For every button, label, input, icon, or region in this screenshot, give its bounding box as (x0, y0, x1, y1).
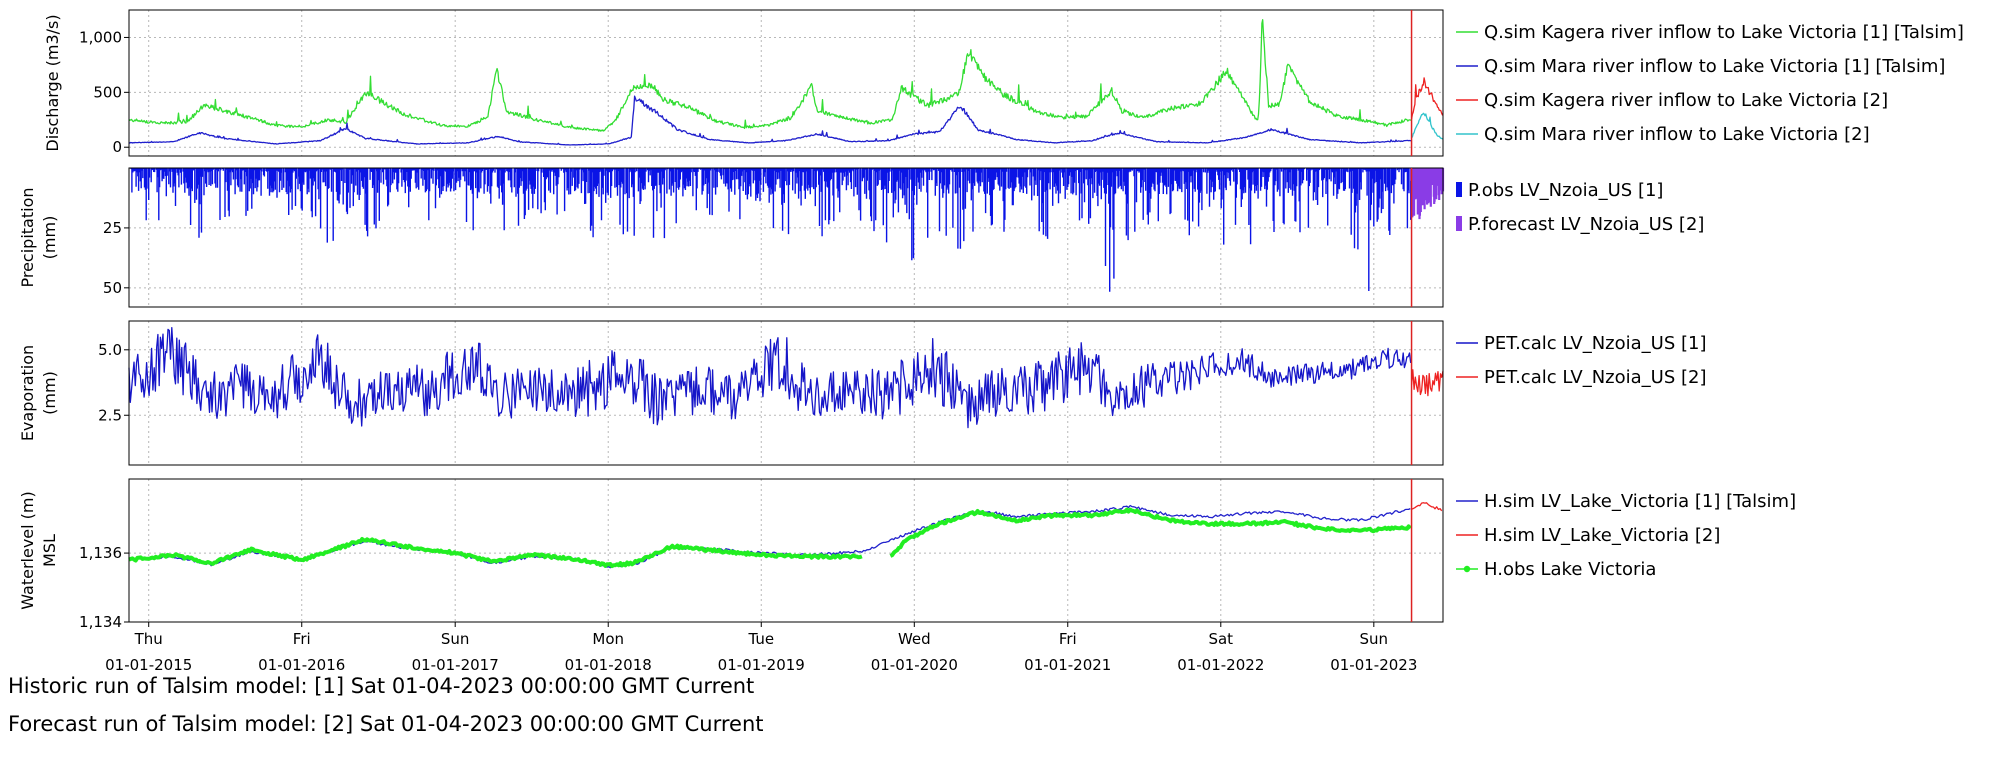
ytick-label-discharge-1: 500 (93, 83, 122, 101)
ylabel-evaporation-0: Evaporation (18, 345, 37, 441)
series-discharge-1 (128, 95, 1412, 146)
plot-frame-waterlevel (128, 478, 1444, 623)
plot-frame-evaporation (128, 320, 1444, 466)
ylabel-waterlevel-0: Waterlevel (m) (18, 491, 37, 610)
ytick-label-discharge-2: 1,000 (79, 28, 122, 46)
forecast-run-note: Forecast run of Talsim model: [2] Sat 01… (8, 712, 764, 736)
xtick-date-3: 01-01-2018 (565, 656, 652, 674)
xtick-date-8: 01-01-2023 (1330, 656, 1417, 674)
xtick-date-0: 01-01-2015 (105, 656, 192, 674)
precip-bars-0 (130, 168, 1412, 292)
legend-label-discharge-2: Q.sim Kagera river inflow to Lake Victor… (1484, 90, 1888, 111)
series-discharge-0 (128, 19, 1412, 132)
plot-frame-discharge (128, 9, 1444, 157)
axis-layer: 0 500 1,000 Discharge (m3/s) 25 50 Precipitati… (18, 14, 1417, 674)
xtick-date-1: 01-01-2016 (258, 656, 345, 674)
ylabel-waterlevel-1: MSL (40, 534, 59, 567)
xtick-day-6: Fri (1059, 630, 1077, 648)
legend-label-evaporation-0: PET.calc LV_Nzoia_US [1] (1484, 333, 1707, 354)
legend-label-discharge-1: Q.sim Mara river inflow to Lake Victoria… (1484, 56, 1945, 77)
series-waterlevel-1 (1411, 502, 1443, 512)
legend-label-waterlevel-2: H.obs Lake Victoria (1484, 559, 1656, 580)
ylabel-precipitation-0: Precipitation (18, 187, 37, 287)
legend-label-discharge-3: Q.sim Mara river inflow to Lake Victoria… (1484, 124, 1870, 145)
ylabel-precipitation-1: (mm) (40, 216, 59, 260)
series-evaporation-0 (128, 327, 1412, 429)
legend-label-waterlevel-0: H.sim LV_Lake_Victoria [1] [Talsim] (1484, 491, 1796, 512)
plot-frame-precipitation (128, 167, 1444, 308)
ytick-label-waterlevel-0: 1,134 (79, 613, 122, 631)
xtick-date-6: 01-01-2021 (1024, 656, 1111, 674)
series-waterlevel-0 (128, 504, 1411, 569)
xtick-date-2: 01-01-2017 (412, 656, 499, 674)
xtick-date-5: 01-01-2020 (871, 656, 958, 674)
xtick-date-4: 01-01-2019 (718, 656, 805, 674)
legend-label-precipitation-0: P.obs LV_Nzoia_US [1] (1468, 180, 1663, 201)
precip-bars-1 (1410, 168, 1445, 220)
series-waterlevel-2 (128, 507, 1412, 569)
series-discharge-3 (1411, 112, 1443, 140)
historic-run-note: Historic run of Talsim model: [1] Sat 01… (8, 674, 755, 698)
ytick-label-discharge-0: 0 (112, 138, 122, 156)
series-discharge-2 (1410, 77, 1444, 120)
legend-swatch-precipitation-0 (1456, 182, 1462, 197)
frame-layer (128, 9, 1444, 623)
series-layer (128, 19, 1445, 569)
legend-swatch-precipitation-1 (1456, 216, 1462, 231)
xtick-day-3: Mon (592, 630, 624, 648)
legend-label-discharge-0: Q.sim Kagera river inflow to Lake Victor… (1484, 22, 1964, 43)
xtick-date-7: 01-01-2022 (1177, 656, 1264, 674)
xtick-day-2: Sun (441, 630, 470, 648)
xtick-day-5: Wed (898, 630, 931, 648)
legend-dot-waterlevel-2 (1463, 565, 1471, 573)
ylabel-evaporation-1: (mm) (40, 371, 59, 415)
xtick-day-1: Fri (293, 630, 311, 648)
xtick-day-7: Sat (1208, 630, 1233, 648)
legend-label-waterlevel-1: H.sim LV_Lake_Victoria [2] (1484, 525, 1720, 546)
ytick-label-waterlevel-1: 1,136 (79, 544, 122, 562)
legend-layer: Q.sim Kagera river inflow to Lake Victor… (1456, 22, 1964, 580)
ytick-label-evaporation-0: 2.5 (98, 406, 122, 424)
series-evaporation-1 (1410, 369, 1444, 397)
xtick-day-4: Tue (747, 630, 774, 648)
ytick-label-evaporation-1: 5.0 (98, 341, 122, 359)
ytick-label-precipitation-1: 50 (103, 279, 122, 297)
xtick-day-8: Sun (1360, 630, 1389, 648)
legend-label-precipitation-1: P.forecast LV_Nzoia_US [2] (1468, 214, 1704, 235)
ylabel-discharge-0: Discharge (m3/s) (43, 14, 62, 151)
xtick-day-0: Thu (134, 630, 163, 648)
ytick-label-precipitation-0: 25 (103, 219, 122, 237)
legend-label-evaporation-1: PET.calc LV_Nzoia_US [2] (1484, 367, 1707, 388)
